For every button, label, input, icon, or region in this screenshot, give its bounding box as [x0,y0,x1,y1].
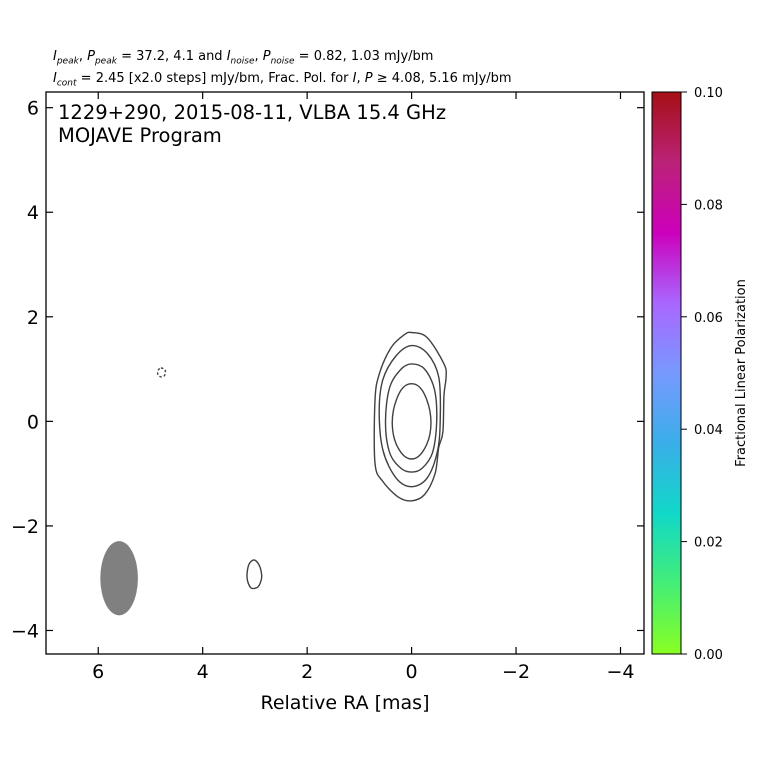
y-tick-label: 4 [27,202,39,224]
cont-text: = 2.45 [x2.0 steps] mJy/bm, Frac. Pol. f… [80,71,349,86]
chart-title-line-1: 1229+290, 2015-08-11, VLBA 15.4 GHz [58,101,446,124]
contour-level-2 [378,344,442,488]
x-tick-label: 6 [92,661,104,683]
colorbar-tick-label: 0.00 [694,648,723,663]
colorbar [651,91,682,655]
colorbar-tick-label: 0.02 [694,536,723,551]
header-line-2: Icont = 2.45 [x2.0 steps] mJy/bm, Frac. … [53,71,512,89]
contour-level-3 [384,363,438,473]
contour-level-4 [391,382,432,460]
beam-ellipse [100,541,138,616]
i-symbol: I [352,71,357,86]
y-tick-label: −2 [11,516,39,538]
x-tick-label: −4 [606,661,634,683]
plot-frame [45,91,645,655]
chart-title-line-2: MOJAVE Program [58,124,222,147]
ppeak-subscript: peak [94,56,117,67]
inoise-symbol: I [226,49,231,64]
threshold-text: ≥ 4.08, 5.16 mJy/bm [376,71,512,86]
y-tick-label: 2 [27,307,39,329]
ppeak-symbol: P [87,49,95,64]
colorbar-ticks: 0.00 0.02 0.04 0.06 0.08 0.10 [681,86,723,663]
y-tick-label: −4 [11,620,39,642]
contour-level-1 [373,331,447,502]
header-line-1: Ipeak, Ppeak = 37.2, 4.1 and Inoise, Pno… [53,49,434,67]
colorbar-tick-label: 0.06 [694,311,723,326]
icont-subscript: cont [56,78,77,89]
p-symbol: P [364,71,373,86]
colorbar-tick-label: 0.04 [694,423,723,438]
colorbar-tick-label: 0.10 [694,86,723,101]
ipeak-symbol: I [53,49,57,64]
colorbar-tick-label: 0.08 [694,198,723,213]
pnoise-symbol: P [262,49,271,64]
x-tick-label: 4 [197,661,209,683]
pnoise-subscript: noise [270,56,295,67]
x-tick-label: −2 [502,661,530,683]
y-tick-label: 0 [27,411,39,433]
contour-blob-dashed [156,367,167,378]
peak-values: = 37.2, 4.1 and [121,49,223,64]
colorbar-label: Fractional Linear Polarization [734,279,749,467]
icont-symbol: I [53,71,57,86]
x-tick-label: 0 [406,661,418,683]
y-tick-label: 6 [27,98,39,120]
x-tick-label: 2 [301,661,313,683]
contour-layer [100,331,447,616]
inoise-subscript: noise [230,56,255,67]
axes-layer: 6 4 2 0 −2 −4 6 4 2 0 −2 −4 [11,92,644,683]
contour-blob-small [246,559,263,590]
x-axis-label: Relative RA [mas] [260,692,429,714]
ipeak-subscript: peak [56,56,79,67]
noise-values: = 0.82, 1.03 mJy/bm [298,49,434,64]
